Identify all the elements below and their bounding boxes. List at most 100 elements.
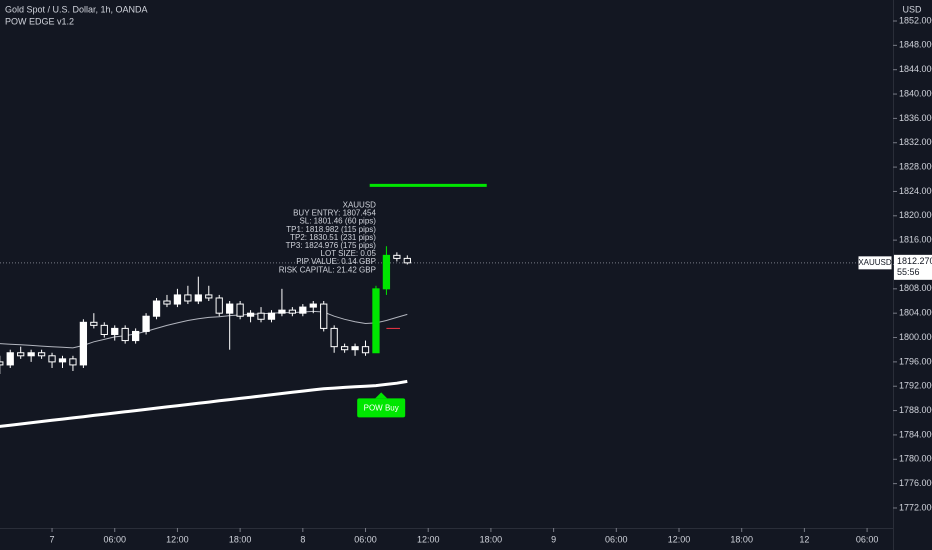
y-tick-label: 1836.000 [899,113,932,123]
y-tick-label: 1824.000 [899,186,932,196]
info-line: RISK CAPITAL: 21.42 GBP [279,265,376,274]
candle-body [6,352,14,366]
x-tick-label: 18:00 [229,534,252,544]
candle-body [142,315,150,332]
moving-average [0,310,408,349]
candle-body [361,346,370,354]
x-tick-label: 06:00 [856,534,879,544]
candle-body [152,300,161,317]
candle-body [309,303,317,308]
candle-body [351,346,359,351]
info-line: TP3: 1824.976 (175 pips) [286,241,377,250]
x-tick-label: 7 [50,534,55,544]
candle-body [257,312,265,320]
x-tick-label: 06:00 [103,534,126,544]
y-tick-label: 1832.000 [899,137,932,147]
y-tick-label: 1804.000 [899,308,932,318]
y-tick-label: 1848.000 [899,40,932,50]
y-tick-label: 1792.000 [899,381,932,391]
candle-body [48,355,56,363]
candle-body [131,330,140,342]
currency: USD [902,4,922,14]
y-tick-label: 1784.000 [899,429,932,439]
candle-body [184,294,192,302]
candle-body [69,358,77,366]
y-tick-label: 1796.000 [899,356,932,366]
y-tick-label: 1788.000 [899,405,932,415]
x-tick-label: 8 [300,534,305,544]
candle-body [205,294,213,299]
y-tick-label: 1828.000 [899,161,932,171]
symbol-tag [857,255,893,271]
candle-body [17,352,25,357]
candle-body [320,303,328,329]
y-tick-label: 1844.000 [899,64,932,74]
x-tick-label: 9 [551,534,556,544]
x-tick-label: 12 [799,534,809,544]
moving-average [0,379,408,428]
signal-box [357,398,406,418]
candle-body [330,327,338,348]
y-tick-label: 1852.000 [899,15,932,25]
candle-body [27,352,35,357]
x-tick-label: 12:00 [417,534,440,544]
chart-title: Gold Spot / U.S. Dollar, 1h, OANDA [5,4,148,14]
candle-body [173,294,182,305]
info-line: SL: 1801.46 (60 pips) [299,217,376,226]
info-line: LOT SIZE: 0.05 [321,249,377,258]
countdown-label: 55:56 [897,267,920,277]
y-tick-label: 1820.000 [899,210,932,220]
info-line: TP1: 1818.982 (115 pips) [286,225,376,234]
candle-body [372,288,380,354]
candle-body [215,297,223,314]
y-tick-label: 1816.000 [899,235,932,245]
x-tick-label: 12:00 [166,534,189,544]
candle-body [403,257,411,264]
candle-body [163,300,171,305]
candle-body [382,254,391,290]
candle-body [111,327,119,335]
y-tick-label: 1808.000 [899,283,932,293]
candle-body [288,309,297,314]
candle-body [393,254,401,259]
y-tick-label: 1800.000 [899,332,932,342]
y-tick-label: 1840.000 [899,88,932,98]
info-line: PIP VALUE: 0.14 GBP [296,257,376,266]
y-tick-label: 1772.000 [899,502,932,512]
candle-body [267,312,276,320]
candle-body [278,309,286,314]
symbol-tag-label: XAUUSD [858,258,892,267]
candle-body [58,358,67,363]
candle-body [226,303,234,314]
info-line: XAUUSD [343,200,377,209]
candle-body [340,346,349,351]
candle-body [90,321,98,326]
candle-body [100,324,108,335]
x-tick-label: 18:00 [730,534,753,544]
signal-label: POW Buy [364,403,399,412]
last-price-label: 1812.270 [897,256,932,266]
candle-body [0,361,4,366]
info-line: BUY ENTRY: 1807.454 [293,209,376,218]
candle-body [246,312,255,317]
candle-body [194,294,202,302]
y-tick-label: 1776.000 [899,478,932,488]
candle-body [79,321,88,366]
x-tick-label: 12:00 [668,534,691,544]
info-line: TP2: 1830.51 (231 pips) [290,233,376,242]
indicator-name: POW EDGE v1.2 [5,16,74,26]
candle-body [236,303,244,317]
x-tick-label: 06:00 [354,534,377,544]
candle-body [37,352,46,357]
x-tick-label: 18:00 [480,534,503,544]
candle-body [299,306,307,314]
x-tick-label: 06:00 [605,534,628,544]
candle-body [121,327,129,342]
y-tick-label: 1780.000 [899,454,932,464]
last-price-tag [894,254,932,280]
signal-arrow [375,392,388,399]
